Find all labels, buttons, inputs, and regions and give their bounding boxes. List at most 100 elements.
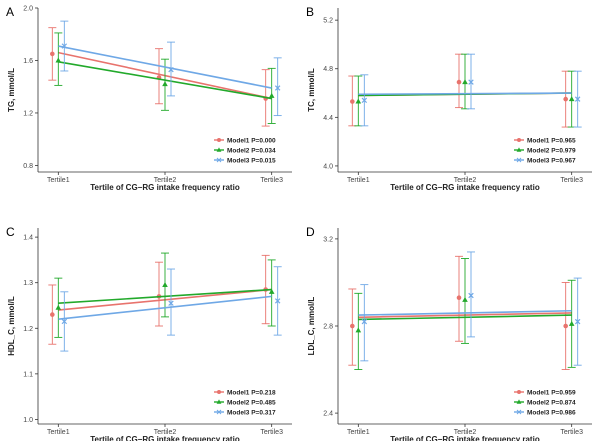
y-tick-label: 1.6 <box>23 58 33 65</box>
panel-b: B 4.0 4.4 4.8 5.2 Tertile1 Tertile2 Tertile3 Ter… <box>306 5 592 192</box>
data-point <box>162 281 168 287</box>
legend-label: Model3 P=0.967 <box>527 158 576 165</box>
data-point <box>355 327 362 333</box>
legend-marker <box>216 409 222 415</box>
panel-letter: A <box>6 5 14 19</box>
legend-label: Model2 P=0.034 <box>227 148 276 155</box>
series-model1 <box>348 53 572 128</box>
x-tick-label: Tertile2 <box>454 429 477 436</box>
series-model2 <box>54 32 276 124</box>
legend: Model1 P=0.959 Model2 P=0.874 Model3 P=0.9… <box>514 390 576 417</box>
legend-marker <box>217 138 221 142</box>
legend-marker <box>517 138 521 142</box>
legend-marker <box>216 157 222 163</box>
legend-marker <box>216 147 222 152</box>
x-tick-label: Tertile1 <box>47 429 70 436</box>
data-point <box>168 66 174 73</box>
legend-marker <box>517 390 521 394</box>
series-model3 <box>358 53 582 128</box>
y-tick-label: 4.0 <box>323 163 333 170</box>
data-point <box>355 98 362 104</box>
y-tick-label: 1.1 <box>23 371 33 378</box>
series-model3 <box>358 251 582 366</box>
x-tick-label: Tertile2 <box>154 177 177 184</box>
data-point <box>361 318 368 325</box>
x-tick-label: Tertile1 <box>347 429 370 436</box>
data-point <box>468 79 474 85</box>
y-tick-label: 2.0 <box>23 6 33 13</box>
panel-letter: D <box>306 225 315 239</box>
y-tick-label: 1.4 <box>23 235 33 242</box>
x-tick-label: Tertile3 <box>260 429 283 436</box>
legend-marker <box>516 147 522 152</box>
y-tick-label: 1.2 <box>23 110 33 117</box>
data-point <box>274 85 281 91</box>
legend-label: Model3 P=0.986 <box>527 410 576 417</box>
legend: Model1 P=0.000 Model2 P=0.034 Model3 P=0.0… <box>214 138 276 165</box>
y-axis-title: HDL_C, mmol/L <box>7 296 16 356</box>
panel-letter: C <box>6 225 15 239</box>
legend-label: Model1 P=0.965 <box>527 138 576 145</box>
y-tick-label: 4.8 <box>323 66 333 73</box>
y-axis-title: TG, mmol/L <box>7 68 16 112</box>
legend-label: Model1 P=0.000 <box>227 138 276 145</box>
panel-a: A 0.8 1.2 1.6 2.0 Tertile1 Tertile2 Tertile3 Ter… <box>6 5 292 192</box>
legend-label: Model2 P=0.979 <box>527 148 576 155</box>
fit-line <box>58 295 272 320</box>
x-tick-label: Tertile1 <box>347 177 370 184</box>
data-point <box>456 79 462 85</box>
data-point <box>361 97 368 104</box>
data-point <box>61 43 68 49</box>
legend-label: Model2 P=0.485 <box>227 400 276 407</box>
x-tick-label: Tertile2 <box>154 429 177 436</box>
series-model3 <box>58 266 282 352</box>
y-tick-label: 3.2 <box>323 236 333 243</box>
legend: Model1 P=0.218 Model2 P=0.485 Model3 P=0.3… <box>214 390 276 417</box>
data-point <box>55 57 62 63</box>
data-point <box>162 81 168 87</box>
data-point <box>574 96 581 102</box>
y-tick-label: 2.8 <box>323 324 333 331</box>
x-axis-title: Tertile of CG−RG intake frequency ratio <box>390 183 540 192</box>
data-point <box>563 96 568 102</box>
data-point <box>168 300 174 306</box>
data-point <box>268 92 275 98</box>
fit-line <box>58 45 272 89</box>
data-point <box>563 323 568 329</box>
fit-line <box>358 309 572 316</box>
data-point <box>456 295 462 300</box>
panel-letter: B <box>306 5 314 19</box>
fit-line <box>358 92 572 96</box>
x-tick-label: Tertile1 <box>47 177 70 184</box>
series-model2 <box>54 252 276 338</box>
data-point <box>61 318 68 325</box>
data-point <box>268 288 275 294</box>
data-point <box>50 312 55 317</box>
data-point <box>274 298 281 304</box>
x-axis-title: Tertile of CG−RG intake frequency ratio <box>390 435 540 441</box>
panel-d: D 2.4 2.8 3.2 Tertile1 Tertile2 Tertile3 Tertil… <box>306 225 592 441</box>
legend-marker <box>216 399 222 404</box>
series-model1 <box>48 27 272 127</box>
data-point <box>462 296 468 302</box>
y-tick-label: 5.2 <box>323 18 333 25</box>
legend-label: Model3 P=0.015 <box>227 158 276 165</box>
y-tick-label: 1.0 <box>23 417 33 424</box>
x-tick-label: Tertile3 <box>260 177 283 184</box>
y-tick-label: 4.4 <box>323 115 333 122</box>
legend-marker <box>217 390 221 394</box>
legend-marker <box>516 157 522 163</box>
y-tick-label: 2.4 <box>323 411 333 418</box>
x-tick-label: Tertile2 <box>454 177 477 184</box>
series-model2 <box>354 53 576 128</box>
legend-marker <box>516 399 522 404</box>
data-point <box>462 79 468 85</box>
y-tick-label: 0.8 <box>23 163 33 170</box>
panel-c: C 1.0 1.1 1.2 1.3 1.4 Tertile1 Tertile2 Tertile3… <box>6 225 292 441</box>
series-model2 <box>354 258 576 371</box>
data-point <box>50 51 55 57</box>
data-point <box>350 323 355 329</box>
data-point <box>568 96 575 102</box>
y-axis-title: TC, mmol/L <box>307 68 316 112</box>
legend-label: Model3 P=0.317 <box>227 410 276 417</box>
